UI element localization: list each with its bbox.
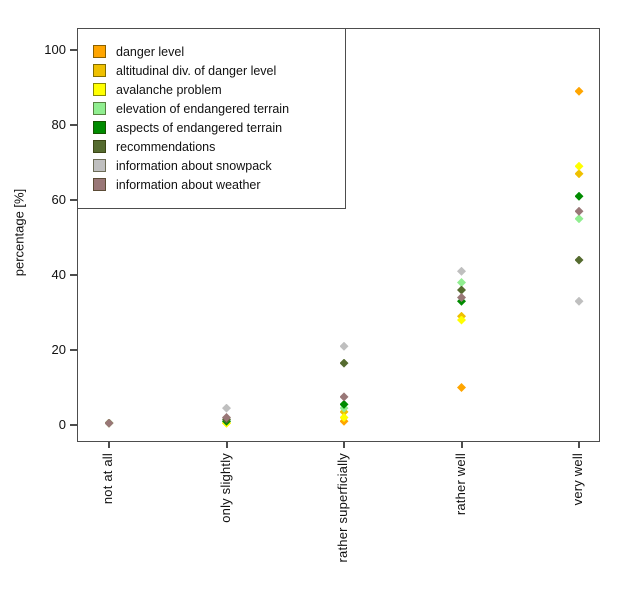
data-point-information-about-weather: [339, 392, 349, 402]
x-tick-mark: [460, 441, 463, 448]
data-point-information-about-weather: [222, 413, 231, 422]
legend-item-label: information about weather: [116, 177, 261, 192]
data-point-information-about-weather: [104, 418, 114, 428]
data-point-avalanche-problem: [339, 413, 349, 422]
legend-item: recommendations: [93, 137, 337, 156]
legend-item-label: altitudinal div. of danger level: [116, 63, 277, 78]
x-category-label: very well: [570, 453, 585, 506]
legend-item: avalanche problem: [93, 80, 337, 99]
legend-item: altitudinal div. of danger level: [93, 61, 337, 80]
x-category-label: not at all: [100, 453, 115, 505]
data-point-danger-level: [457, 383, 466, 392]
legend-item: danger level: [93, 42, 337, 61]
legend-color-swatch: [93, 121, 106, 134]
x-category-label: only slightly: [217, 453, 233, 523]
data-point-information-about-snowpack: [574, 296, 584, 306]
y-tick-mark: [70, 199, 77, 201]
y-axis-title: percentage [%]: [11, 188, 27, 277]
x-tick-mark: [343, 441, 345, 448]
data-point-elevation-of-endangered-terrain: [574, 214, 584, 224]
x-category-label: rather superficially: [335, 453, 350, 563]
x-category-label: rather well: [452, 453, 468, 516]
legend-color-swatch: [93, 159, 106, 172]
legend-item: aspects of endangered terrain: [93, 118, 337, 137]
legend-box: danger level altitudinal div. of danger l…: [77, 28, 346, 209]
y-tick-mark: [70, 274, 77, 276]
y-tick-mark: [70, 124, 77, 126]
legend-item: elevation of endangered terrain: [93, 99, 337, 118]
legend-color-swatch: [93, 140, 106, 153]
data-point-danger-level: [574, 86, 584, 96]
y-tick-mark: [70, 424, 77, 426]
legend-color-swatch: [93, 102, 106, 115]
y-tick-label: 40: [51, 267, 66, 282]
legend-color-swatch: [93, 64, 106, 77]
y-tick-mark: [70, 49, 77, 51]
data-point-aspects-of-endangered-terrain: [339, 399, 349, 409]
data-point-aspects-of-endangered-terrain: [574, 191, 584, 201]
data-point-information-about-weather: [457, 293, 466, 302]
data-point-recommendations: [574, 255, 584, 265]
data-point-information-about-snowpack: [222, 403, 231, 413]
data-point-information-about-weather: [574, 206, 584, 216]
legend-item: information about weather: [93, 175, 337, 194]
legend-item-label: elevation of endangered terrain: [116, 101, 290, 116]
legend-color-swatch: [93, 178, 106, 191]
x-tick-mark: [578, 441, 580, 448]
legend-item-label: danger level: [116, 44, 185, 59]
data-point-recommendations: [339, 358, 349, 368]
legend-item: information about snowpack: [93, 156, 337, 175]
legend-item-label: recommendations: [116, 139, 216, 154]
x-tick-mark: [225, 441, 228, 448]
plot-area: percentage [%] danger level altitudinal d…: [12, 28, 600, 563]
legend-item-label: avalanche problem: [116, 82, 222, 97]
legend-item-label: information about snowpack: [116, 158, 272, 173]
data-point-recommendations: [457, 285, 466, 295]
x-tick-mark: [108, 441, 110, 448]
data-point-elevation-of-endangered-terrain: [457, 278, 466, 287]
data-point-avalanche-problem: [574, 161, 584, 171]
data-point-altitudinal-div-of-danger-level: [574, 169, 584, 179]
y-tick-label: 60: [51, 192, 66, 207]
y-tick-label: 20: [51, 342, 66, 357]
data-point-information-about-snowpack: [457, 266, 466, 276]
legend-color-swatch: [93, 83, 106, 96]
y-tick-mark: [70, 349, 77, 351]
legend-color-swatch: [93, 45, 106, 58]
y-tick-label: 100: [44, 42, 66, 57]
y-tick-label: 0: [58, 417, 66, 432]
data-point-avalanche-problem: [457, 315, 466, 325]
legend-item-label: aspects of endangered terrain: [116, 120, 283, 135]
data-point-information-about-snowpack: [339, 341, 349, 351]
y-tick-label: 80: [51, 117, 66, 132]
